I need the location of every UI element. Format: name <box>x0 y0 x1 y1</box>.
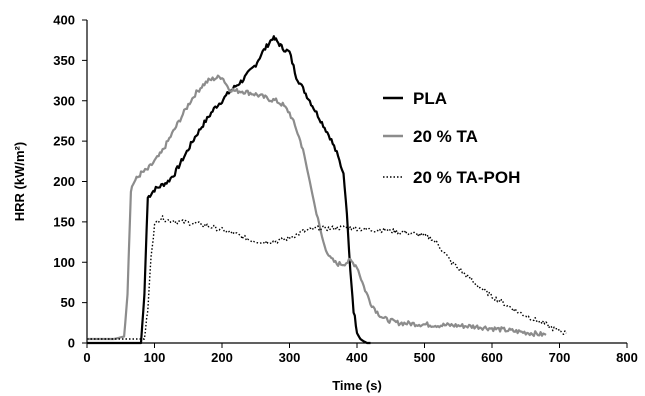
x-axis-label: Time (s) <box>332 378 382 393</box>
legend-item-20-ta: 20 % TA <box>383 127 478 146</box>
y-axis-label: HRR (kW/m²) <box>12 142 27 221</box>
x-tick-label: 500 <box>414 350 436 365</box>
x-tick-label: 700 <box>549 350 571 365</box>
y-tick-label: 300 <box>53 93 75 108</box>
x-tick-label: 300 <box>279 350 301 365</box>
y-tick-label: 400 <box>53 13 75 28</box>
series-line-pla <box>87 35 371 345</box>
legend-item-20-ta-poh: 20 % TA-POH <box>383 168 520 187</box>
series-group <box>87 35 567 345</box>
legend-label-20-ta: 20 % TA <box>413 127 478 146</box>
legend: PLA 20 % TA 20 % TA-POH <box>383 89 520 187</box>
y-tick-label: 350 <box>53 53 75 68</box>
y-tick-label: 150 <box>53 214 75 229</box>
x-tick-label: 400 <box>346 350 368 365</box>
series-line-20-ta-poh <box>87 215 567 340</box>
plot-area: 0 100 200 300 400 500 600 700 800 0 50 100 150 200 25… <box>53 13 638 366</box>
y-tick-label: 200 <box>53 174 75 189</box>
y-tick-label: 50 <box>61 295 75 310</box>
legend-label-pla: PLA <box>413 89 447 108</box>
x-tick-label: 100 <box>144 350 166 365</box>
x-tick-label: 200 <box>211 350 233 365</box>
y-tick-label: 100 <box>53 255 75 270</box>
y-ticks: 0 50 100 150 200 250 300 350 400 <box>53 13 87 351</box>
x-tick-label: 800 <box>616 350 638 365</box>
x-ticks: 0 100 200 300 400 500 600 700 800 <box>83 343 638 365</box>
legend-item-pla: PLA <box>383 89 447 108</box>
series-line-20-ta <box>87 74 547 341</box>
y-tick-label: 0 <box>68 336 75 351</box>
x-tick-label: 0 <box>83 350 90 365</box>
legend-label-20-ta-poh: 20 % TA-POH <box>413 168 520 187</box>
x-tick-label: 600 <box>481 350 503 365</box>
y-tick-label: 250 <box>53 134 75 149</box>
